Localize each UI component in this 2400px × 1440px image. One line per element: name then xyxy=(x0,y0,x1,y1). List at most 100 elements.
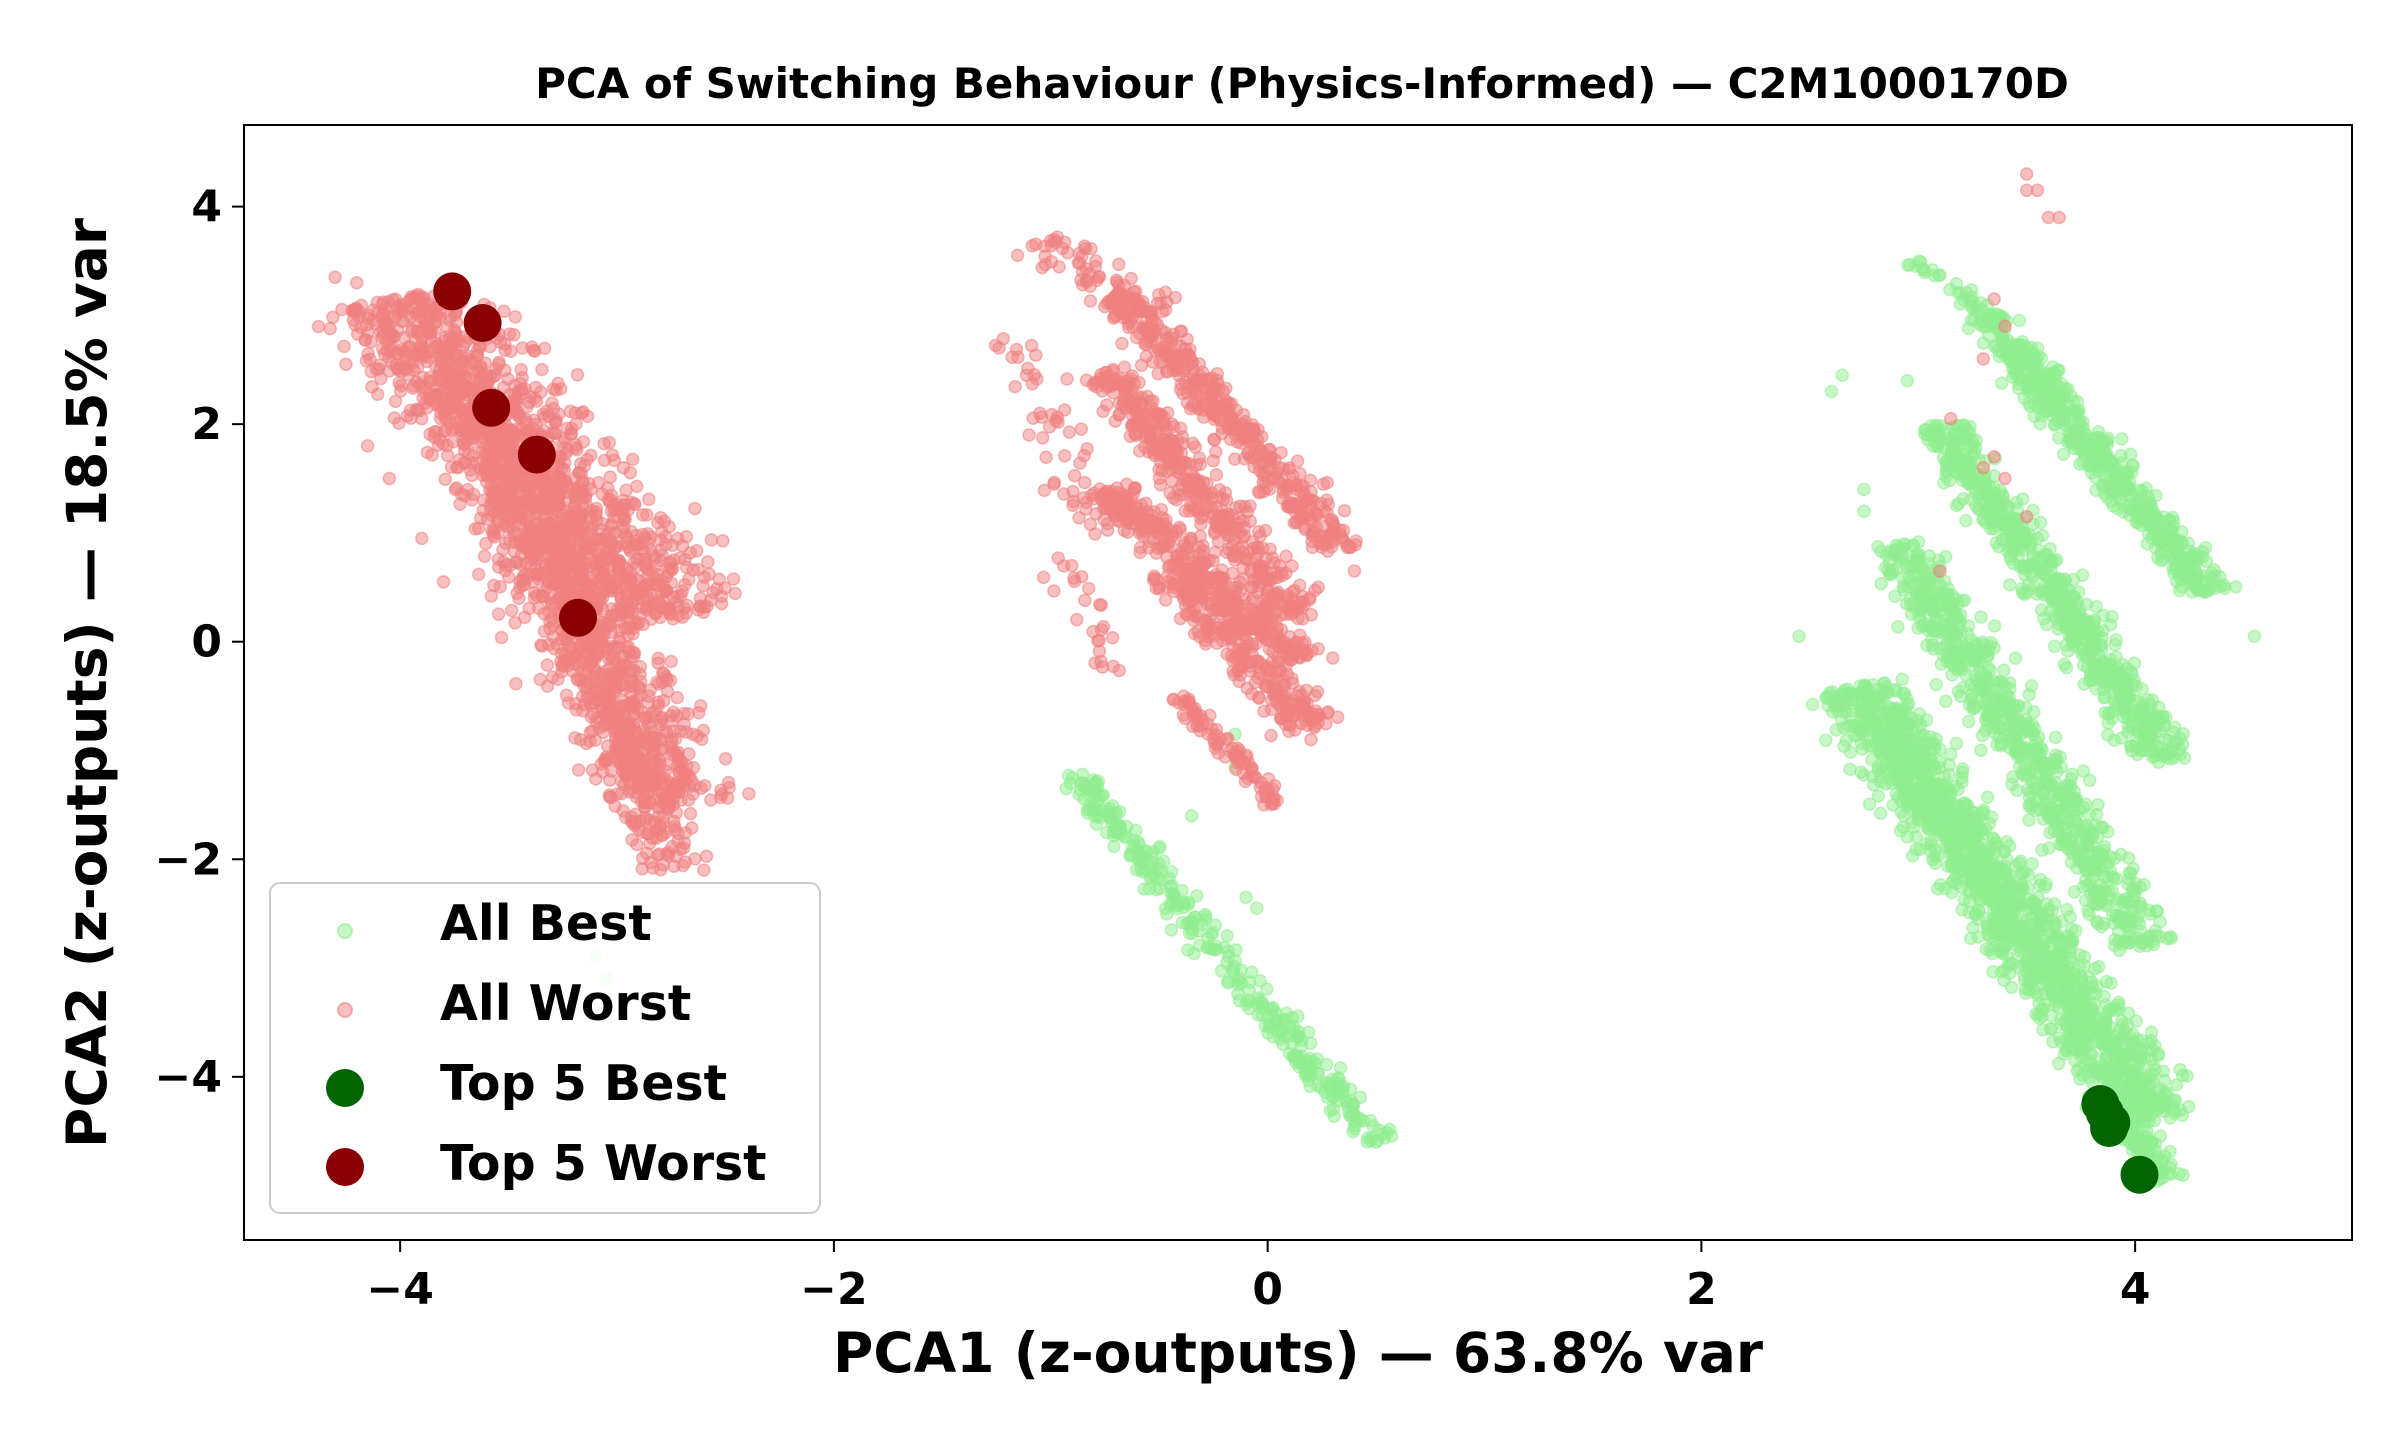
all-worst-point xyxy=(546,382,561,396)
all-worst-point xyxy=(440,352,454,367)
all-best-point xyxy=(1986,965,2000,979)
all-best-point xyxy=(1910,767,1925,782)
all-best-point xyxy=(2111,998,2125,1012)
all-worst-point xyxy=(311,319,326,334)
all-best-point xyxy=(2109,894,2124,909)
all-best-point xyxy=(1937,476,1951,490)
all-best-point xyxy=(1881,706,1896,720)
all-best-point xyxy=(1949,635,1963,650)
all-worst-point xyxy=(603,470,618,484)
all-best-point xyxy=(1957,893,1971,907)
all-best-point xyxy=(2065,434,2079,449)
all-best-point xyxy=(2119,470,2133,484)
all-best-point xyxy=(2072,404,2086,418)
all-worst-point xyxy=(611,535,625,549)
all-best-point xyxy=(1974,610,1988,624)
all-worst-point xyxy=(568,438,583,452)
all-best-point xyxy=(1175,915,1189,930)
all-best-point xyxy=(1345,1097,1360,1111)
all-best-point xyxy=(2059,660,2074,675)
all-best-point xyxy=(1164,923,1179,937)
all-best-point xyxy=(1835,368,1850,382)
all-worst-point xyxy=(629,552,644,567)
all-best-point xyxy=(2150,904,2165,919)
all-best-point xyxy=(1327,1109,1341,1124)
all-best-point xyxy=(2176,1168,2190,1182)
all-worst-point xyxy=(642,492,656,507)
all-worst-point xyxy=(716,534,730,548)
all-best-point xyxy=(1208,918,1223,933)
all-best-point xyxy=(1969,471,1984,486)
all-best-point xyxy=(2125,739,2139,753)
all-best-point xyxy=(1906,820,1921,834)
all-best-point xyxy=(2085,826,2100,841)
all-best-point xyxy=(1294,1056,1308,1070)
all-worst-point xyxy=(688,501,702,516)
all-best-point xyxy=(2079,428,2093,442)
all-best-point xyxy=(2023,797,2038,811)
all-best-point xyxy=(1865,753,1879,767)
all-best-point xyxy=(2065,933,2080,948)
all-best-point xyxy=(1997,859,2012,874)
all-best-point xyxy=(2110,484,2125,499)
all-best-point xyxy=(2040,758,2054,773)
all-best-point xyxy=(1885,737,1899,751)
all-best-point xyxy=(1059,781,1073,796)
all-worst-point xyxy=(528,344,542,358)
all-best-point xyxy=(1871,789,1886,803)
all-best-point xyxy=(2207,563,2221,577)
all-best-point xyxy=(2027,397,2041,411)
all-best-point xyxy=(2008,744,2023,759)
all-best-point xyxy=(2022,813,2036,827)
all-worst-point xyxy=(601,481,615,496)
all-best-point xyxy=(1229,943,1243,957)
all-worst-point xyxy=(337,339,351,354)
all-best-point xyxy=(2065,767,2080,782)
all-best-point xyxy=(1098,801,1112,816)
all-best-point xyxy=(1295,1033,1309,1047)
all-best-point xyxy=(2013,854,2028,869)
all-best-point xyxy=(2062,969,2076,983)
all-worst-point xyxy=(507,328,521,342)
all-best-point xyxy=(1363,1113,1378,1128)
all-worst-point xyxy=(682,572,696,587)
all-best-point xyxy=(1918,423,1933,437)
all-best-point xyxy=(2055,585,2069,599)
all-best-point xyxy=(1995,675,2010,690)
all-best-point xyxy=(1152,841,1166,856)
all-best-point xyxy=(1888,589,1902,603)
all-best-point xyxy=(1955,817,1969,831)
all-worst-point xyxy=(483,339,497,354)
all-best-point xyxy=(2036,1023,2050,1037)
all-best-point xyxy=(2092,960,2106,974)
all-best-point xyxy=(2031,730,2046,744)
all-best-point xyxy=(2006,770,2020,784)
all-worst-point xyxy=(508,310,523,324)
all-best-point xyxy=(2099,998,2113,1012)
all-best-point xyxy=(1792,629,1806,644)
all-best-point xyxy=(1275,1025,1289,1039)
all-best-point xyxy=(1975,728,1990,743)
all-best-point xyxy=(2022,687,2036,702)
all-best-point xyxy=(2000,835,2014,849)
all-best-point xyxy=(2089,599,2104,614)
all-best-point xyxy=(2029,970,2043,984)
all-best-point xyxy=(2144,1025,2159,1040)
all-best-point xyxy=(2107,932,2122,947)
all-worst-point xyxy=(358,333,373,347)
all-best-point xyxy=(2008,651,2023,665)
all-best-point xyxy=(2151,1047,2166,1061)
all-best-point xyxy=(1901,580,1915,594)
all-best-point xyxy=(1980,790,1995,804)
all-best-point xyxy=(1948,606,1962,620)
all-best-point xyxy=(1949,870,1963,884)
all-best-point xyxy=(1932,742,1947,757)
all-worst-point xyxy=(709,582,724,596)
all-best-point xyxy=(1170,902,1184,916)
all-best-point xyxy=(2056,447,2071,461)
all-best-point xyxy=(1969,907,1983,921)
all-best-point xyxy=(2136,935,2151,950)
all-best-point xyxy=(2091,665,2105,680)
all-best-point xyxy=(1906,538,1920,553)
all-best-point xyxy=(1882,567,1897,581)
